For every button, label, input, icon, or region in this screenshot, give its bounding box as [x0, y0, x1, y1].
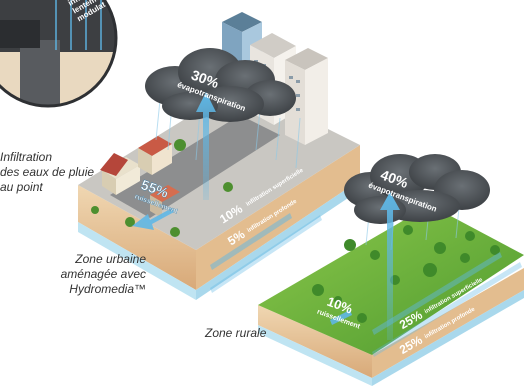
magnifier-caption: Infiltration des eaux de pluie au point [0, 150, 94, 195]
urban-caption-line-2: aménagée avec [60, 267, 146, 281]
urban-caption-line-1: Zone urbaine [75, 252, 146, 266]
magnifier-caption-line-1: Infiltration [0, 150, 53, 164]
magnifier-detail: infiltration lentement modulation [0, 0, 118, 108]
urban-block [78, 12, 360, 300]
urban-caption: Zone urbaine aménagée avec Hydromedia™ [42, 252, 146, 297]
magnifier-caption-line-3: au point [0, 180, 43, 194]
rural-caption: Zone rurale [205, 326, 267, 340]
rural-block [258, 154, 524, 386]
magnifier-caption-line-2: des eaux de pluie [0, 165, 95, 179]
urban-caption-line-3: Hydromedia™ [69, 282, 146, 296]
